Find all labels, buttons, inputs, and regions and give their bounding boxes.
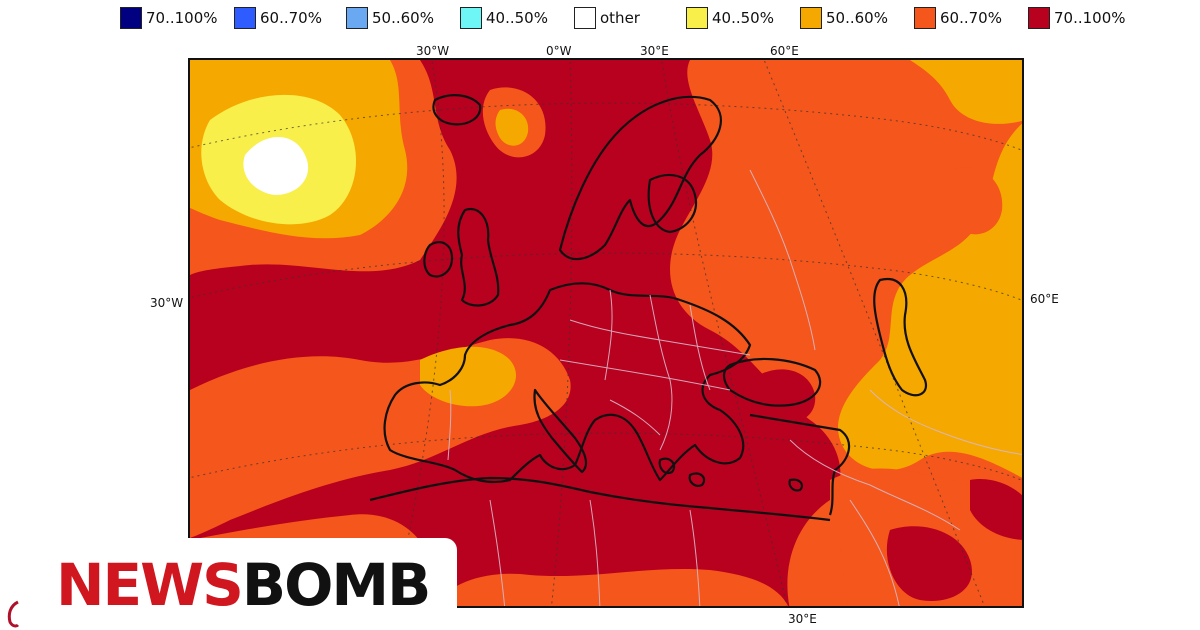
longitude-label: 30°W	[416, 44, 450, 58]
legend-item: other	[574, 7, 640, 29]
legend-item: 40..50%	[460, 7, 548, 29]
legend-swatch	[346, 7, 368, 29]
legend-label: 60..70%	[940, 9, 1002, 27]
legend-label: other	[600, 9, 640, 27]
legend-swatch	[120, 7, 142, 29]
legend-swatch	[800, 7, 822, 29]
latitude-label-right: 60°E	[1030, 292, 1059, 306]
legend-swatch	[914, 7, 936, 29]
legend-item: 70..100%	[120, 7, 218, 29]
brand-logo-bomb: BOMB	[241, 551, 431, 619]
legend-label: 40..50%	[712, 9, 774, 27]
longitude-label-bottom: 30°E	[788, 612, 817, 626]
longitude-label: 30°E	[640, 44, 669, 58]
legend-item: 60..70%	[914, 7, 1002, 29]
forecast-map	[188, 58, 1024, 608]
legend-label: 50..60%	[372, 9, 434, 27]
longitude-label: 60°E	[770, 44, 799, 58]
legend-swatch	[1028, 7, 1050, 29]
legend-swatch	[460, 7, 482, 29]
latitude-label-left: 30°W	[150, 296, 184, 310]
legend-item: 60..70%	[234, 7, 322, 29]
legend-label: 70..100%	[1054, 9, 1126, 27]
legend-swatch	[574, 7, 596, 29]
corner-mark-icon	[7, 600, 20, 628]
legend-item: 70..100%	[1028, 7, 1126, 29]
legend-swatch	[686, 7, 708, 29]
forecast-map-graphic	[190, 60, 1022, 606]
brand-logo-panel	[0, 538, 457, 630]
legend-swatch	[234, 7, 256, 29]
legend-label: 60..70%	[260, 9, 322, 27]
legend-item: 50..60%	[346, 7, 434, 29]
legend-label: 50..60%	[826, 9, 888, 27]
legend-item: 40..50%	[686, 7, 774, 29]
legend-item: 50..60%	[800, 7, 888, 29]
brand-logo[interactable]: NEWSBOMB	[56, 551, 431, 619]
legend: 70..100% 60..70% 50..60% 40..50% other 4…	[0, 4, 1200, 34]
legend-label: 40..50%	[486, 9, 548, 27]
brand-logo-news: NEWS	[56, 551, 244, 619]
longitude-label: 0°W	[546, 44, 572, 58]
legend-label: 70..100%	[146, 9, 218, 27]
